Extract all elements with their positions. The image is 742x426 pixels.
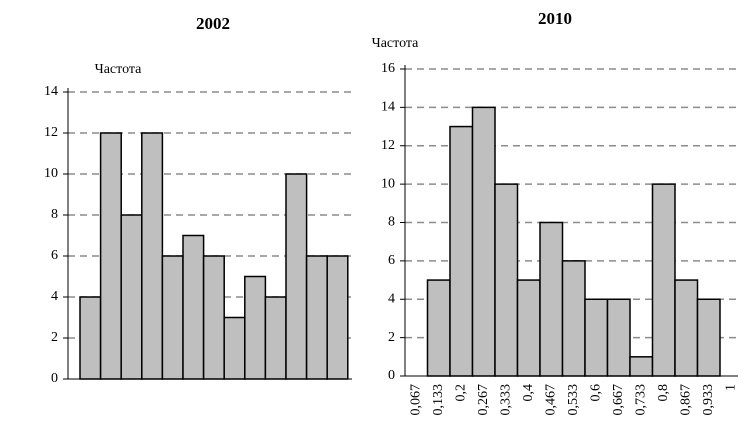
bar (561, 260, 586, 377)
bar (182, 234, 205, 380)
y-tick-label: 12 (381, 138, 395, 153)
bar (696, 298, 721, 377)
y-axis-label: Частота (372, 36, 420, 51)
bar (79, 296, 102, 380)
chart-title: 2010 (538, 9, 572, 28)
bar (606, 298, 631, 377)
bar (141, 132, 164, 380)
bar (651, 183, 676, 377)
bar (449, 125, 474, 377)
bar (285, 173, 308, 380)
y-tick-label: 0 (388, 368, 395, 383)
x-tick-label: 0,133 (431, 384, 446, 416)
x-tick-label: 0,467 (543, 384, 558, 416)
bar (516, 279, 541, 377)
x-tick-label: 0,267 (476, 384, 491, 416)
bar (161, 255, 184, 380)
x-tick-label: 0,533 (566, 384, 581, 416)
y-tick-label: 4 (51, 289, 58, 304)
y-tick-label: 14 (381, 100, 395, 115)
chart-title: 2002 (196, 14, 230, 33)
x-tick-label: 0,6 (588, 384, 603, 402)
y-tick-label: 2 (388, 330, 395, 345)
bar (629, 356, 654, 377)
x-tick-label: 0,667 (611, 384, 626, 416)
y-tick-label: 2 (51, 330, 58, 345)
x-tick-label: 0,333 (498, 384, 513, 416)
bar (264, 296, 287, 380)
y-tick-label: 6 (51, 248, 58, 263)
bar (120, 214, 143, 380)
y-tick-label: 10 (381, 176, 395, 191)
y-tick-label: 10 (44, 166, 58, 181)
y-tick-label: 6 (388, 253, 395, 268)
bar (244, 275, 267, 380)
bar (674, 279, 699, 377)
bar (426, 279, 451, 377)
bar (326, 255, 349, 380)
x-tick-label: 0,4 (521, 384, 536, 402)
y-tick-label: 4 (388, 291, 395, 306)
bar (494, 183, 519, 377)
bar (539, 221, 564, 377)
x-tick-label: 0,8 (656, 384, 671, 402)
y-tick-label: 14 (44, 84, 58, 99)
x-tick-label: 0,933 (701, 384, 716, 416)
x-tick-label: 0,733 (633, 384, 648, 416)
bar (305, 255, 328, 380)
bar (584, 298, 609, 377)
bar (471, 106, 496, 377)
y-tick-label: 8 (51, 207, 58, 222)
bar (202, 255, 225, 380)
y-tick-label: 8 (388, 215, 395, 230)
bar (99, 132, 122, 380)
bar (223, 316, 246, 380)
x-tick-label: 0,2 (453, 384, 468, 402)
y-tick-label: 0 (51, 371, 58, 386)
x-tick-label: 0,867 (678, 384, 693, 416)
y-axis-label: Частота (95, 62, 143, 77)
y-tick-label: 16 (381, 61, 395, 76)
x-tick-label: 1 (723, 384, 738, 391)
y-tick-label: 12 (44, 125, 58, 140)
x-tick-label: 0,067 (408, 384, 423, 416)
